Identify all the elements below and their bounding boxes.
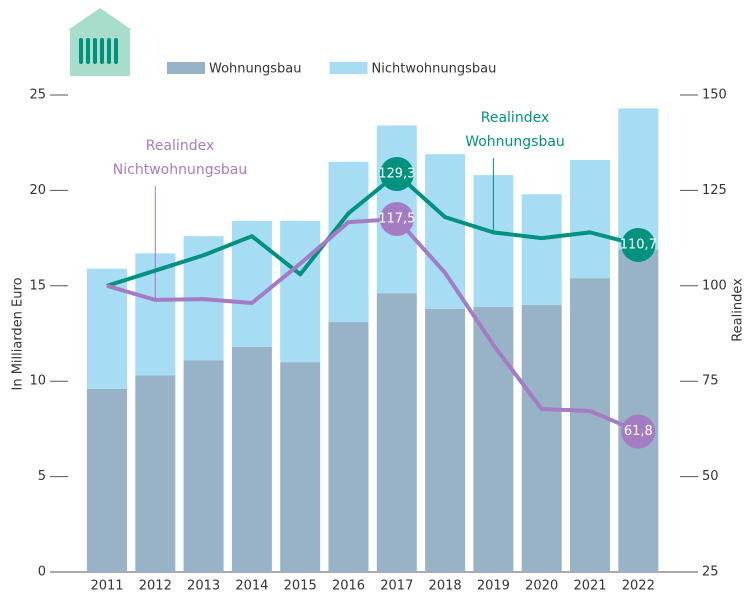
value-label: 129,3 [378,166,415,181]
y-tick-label: 15 [29,278,46,293]
annotation: Realindex [146,138,214,154]
x-tick-label: 2012 [139,579,172,594]
bar [522,305,562,572]
bar [87,389,127,572]
x-tick-label: 2015 [284,579,317,594]
y-tick-label: 0 [38,565,46,580]
legend-swatch [330,62,368,74]
y-tick-label: 10 [29,374,46,389]
x-tick-label: 2014 [235,579,268,594]
x-tick-label: 2018 [429,579,462,594]
y2-tick-label: 50 [702,469,719,484]
icon [68,8,132,76]
y2-tick-label: 150 [702,88,727,103]
bar [280,362,320,572]
x-tick-label: 2017 [380,579,413,594]
bar [329,162,369,322]
bar [522,194,562,305]
x-tick-label: 2013 [187,579,220,594]
value-label: 110,7 [620,237,657,252]
y2-tick-label: 125 [702,183,727,198]
x-tick-label: 2016 [332,579,365,594]
x-tick-label: 2011 [90,579,123,594]
annotation: Realindex [481,110,549,126]
x-tick-label: 2021 [573,579,606,594]
bar [280,221,320,362]
legend-label: Nichtwohnungsbau [372,62,497,77]
legend-label: Wohnungsbau [209,62,302,77]
x-tick-label: 2020 [525,579,558,594]
y2-tick-label: 75 [702,374,719,389]
y2-tick-label: 25 [702,565,719,580]
value-label: 117,5 [378,212,415,227]
x-tick-label: 2019 [477,579,510,594]
bar [232,347,272,572]
y2-axis-label: Realindex [731,278,745,342]
bar [425,154,465,309]
x-tick-label: 2022 [622,579,655,594]
y-tick-label: 5 [38,469,46,484]
annotation: Nichtwohnungsbau [113,162,247,178]
y-tick-label: 20 [29,183,46,198]
bar [570,278,610,572]
y2-tick-label: 100 [702,278,727,293]
bar [377,293,417,572]
legend-swatch [167,62,205,74]
y-tick-label: 25 [29,88,46,103]
bar [425,309,465,572]
value-label: 61,8 [624,424,653,439]
bar [618,250,658,572]
annotation: Wohnungsbau [465,134,565,150]
bar [570,160,610,278]
bar [135,375,175,572]
bar [329,322,369,572]
bar [184,360,224,572]
y-axis-label: In Milliarden Euro [11,277,26,390]
